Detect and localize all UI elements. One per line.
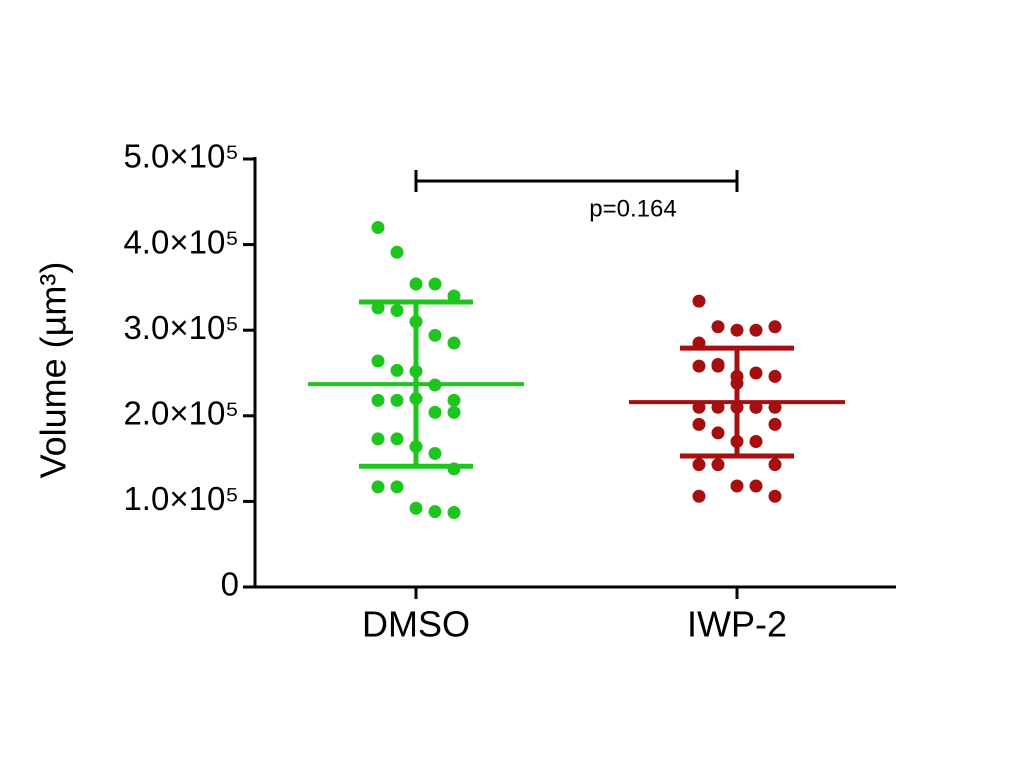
dot bbox=[447, 393, 461, 407]
dot bbox=[371, 301, 385, 315]
dot bbox=[447, 506, 461, 520]
y-axis-label: Volume (µm³) bbox=[33, 262, 74, 479]
dot bbox=[730, 479, 744, 493]
dot bbox=[749, 434, 763, 448]
dot bbox=[692, 458, 706, 472]
y-tick-label: 0 bbox=[221, 566, 239, 603]
x-tick-label: DMSO bbox=[362, 604, 470, 645]
p-value: p=0.164 bbox=[589, 195, 676, 222]
dot bbox=[749, 479, 763, 493]
dot bbox=[692, 359, 706, 373]
dot bbox=[390, 393, 404, 407]
dot bbox=[768, 320, 782, 334]
dot bbox=[711, 426, 725, 440]
dot bbox=[692, 417, 706, 431]
dot bbox=[428, 405, 442, 419]
dot bbox=[447, 405, 461, 419]
dot bbox=[409, 277, 423, 291]
dot bbox=[447, 336, 461, 350]
dot bbox=[768, 417, 782, 431]
dot bbox=[371, 393, 385, 407]
dot bbox=[749, 323, 763, 337]
dot bbox=[768, 458, 782, 472]
dot bbox=[711, 357, 725, 371]
dot bbox=[711, 458, 725, 472]
dot bbox=[390, 363, 404, 377]
y-tick-label: 3.0×10⁵ bbox=[123, 309, 239, 346]
dot bbox=[768, 369, 782, 383]
x-tick-label: IWP-2 bbox=[687, 604, 787, 645]
dot bbox=[768, 489, 782, 503]
dot bbox=[371, 480, 385, 494]
dot bbox=[371, 432, 385, 446]
dot bbox=[692, 294, 706, 308]
dot bbox=[428, 277, 442, 291]
dot bbox=[428, 446, 442, 460]
y-tick-label: 5.0×10⁵ bbox=[123, 138, 239, 175]
dot bbox=[692, 489, 706, 503]
dot bbox=[730, 323, 744, 337]
dot bbox=[371, 220, 385, 234]
dot bbox=[409, 501, 423, 515]
dot bbox=[428, 328, 442, 342]
dot bbox=[390, 245, 404, 259]
dot bbox=[749, 366, 763, 380]
dot bbox=[428, 505, 442, 519]
dot bbox=[711, 320, 725, 334]
dot bbox=[390, 304, 404, 318]
dot bbox=[447, 289, 461, 303]
y-tick-label: 2.0×10⁵ bbox=[123, 395, 239, 432]
dot bbox=[390, 480, 404, 494]
y-tick-label: 1.0×10⁵ bbox=[123, 480, 239, 517]
dot bbox=[371, 354, 385, 368]
y-tick-label: 4.0×10⁵ bbox=[123, 223, 239, 260]
dot bbox=[390, 432, 404, 446]
